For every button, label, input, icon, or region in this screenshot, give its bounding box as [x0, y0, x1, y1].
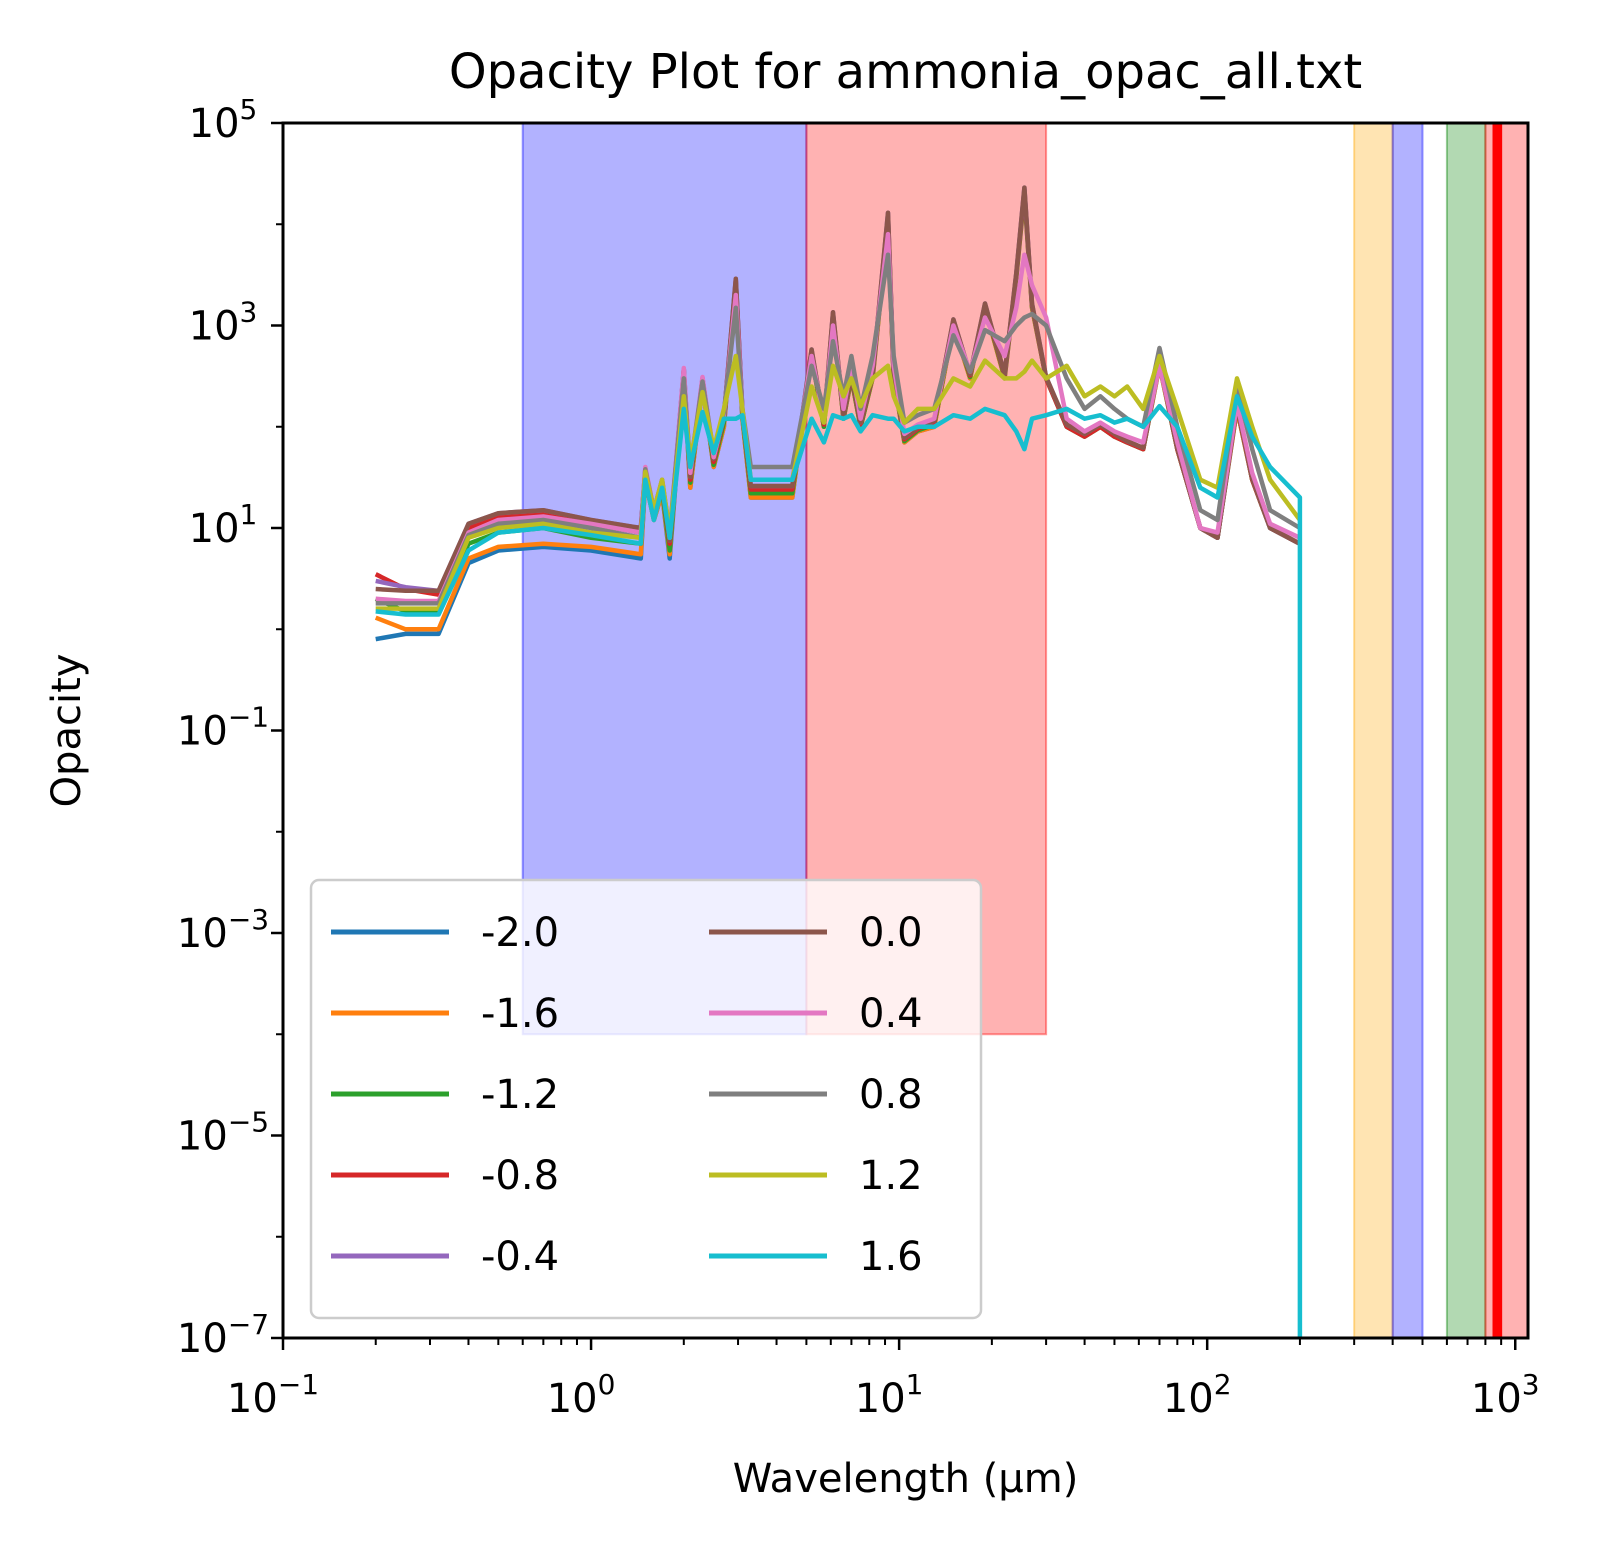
band-3: [1391, 122, 1424, 1339]
series-line-9: [375, 394, 1303, 1338]
legend-label: -0.8: [481, 1153, 559, 1199]
legend-label: -2.0: [481, 910, 559, 956]
band-4: [1445, 122, 1487, 1339]
y-tick-label: 10−3: [177, 903, 269, 957]
y-tick-label: 101: [189, 498, 258, 552]
y-tick-label: 103: [189, 296, 258, 350]
legend-label: -1.2: [481, 1072, 559, 1118]
x-axis-label: Wavelength (μm): [733, 1456, 1079, 1502]
x-axis-ticks: 10−1 100 101 102 103: [227, 1338, 1540, 1422]
band-2: [1353, 122, 1394, 1339]
legend-label: 1.2: [859, 1153, 923, 1199]
y-tick-label: 10−1: [177, 701, 269, 755]
x-tick-label: 103: [1471, 1368, 1540, 1422]
y-axis-ticks: 10−7 10−5 10−3 10−1 101 103 105: [177, 93, 283, 1362]
chart-title: Opacity Plot for ammonia_opac_all.txt: [449, 44, 1362, 100]
series-line-8: [375, 353, 1302, 611]
series-lines: [374, 185, 1303, 1338]
x-tick-label: 102: [1163, 1368, 1232, 1422]
band-5: [1484, 122, 1529, 1339]
y-axis-label: Opacity: [44, 654, 90, 808]
legend-label: -0.4: [481, 1234, 559, 1280]
x-tick-label: 10−1: [227, 1368, 319, 1422]
y-tick-label: 105: [189, 93, 258, 147]
legend-box: [309, 878, 983, 1320]
y-tick-label: 10−7: [177, 1308, 269, 1362]
legend-label: 0.0: [859, 910, 923, 956]
band-6: [1492, 122, 1503, 1339]
legend-label: 0.8: [859, 1072, 923, 1118]
legend-label: 1.6: [859, 1234, 923, 1280]
legend: -2.0 -1.6 -1.2 -0.8 -0.4 0.0 0.4 0.8 1.2 1.6: [309, 878, 983, 1320]
x-tick-label: 101: [855, 1368, 924, 1422]
legend-label: -1.6: [481, 991, 559, 1037]
legend-label: 0.4: [859, 991, 923, 1037]
y-tick-label: 10−5: [177, 1106, 269, 1160]
x-tick-label: 100: [547, 1368, 616, 1422]
